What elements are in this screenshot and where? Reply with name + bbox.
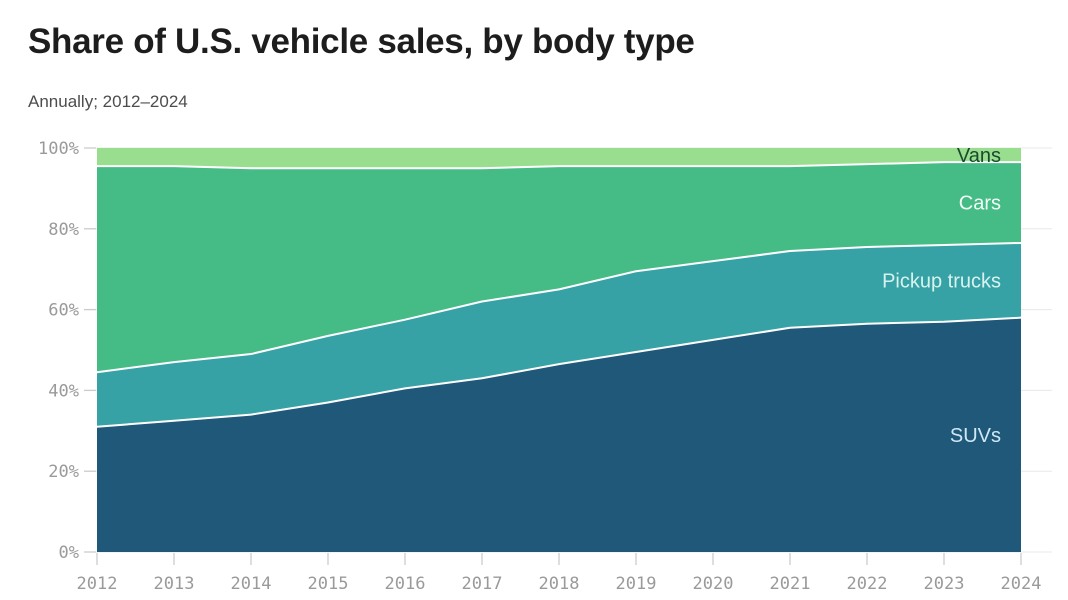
x-tick-label-2017: 2017 [462, 574, 503, 594]
y-tick-label-100: 100% [38, 139, 79, 159]
boundary-cars [96, 161, 1022, 170]
x-tick-label-2013: 2013 [154, 574, 195, 594]
y-tick-label-0: 0% [59, 543, 79, 563]
y-tick-label-20: 20% [48, 462, 79, 482]
series-label-vans: Vans [957, 145, 1001, 167]
x-tick-label-2022: 2022 [847, 574, 888, 594]
boundary-pickup-trucks [96, 241, 1022, 374]
x-tick-label-2012: 2012 [77, 574, 118, 594]
area-pickup-trucks [97, 242, 1021, 427]
area-suvs [97, 317, 1021, 552]
series-label-pickup-trucks: Pickup trucks [882, 270, 1001, 292]
series-label-suvs: SUVs [950, 425, 1001, 447]
y-tick-label-80: 80% [48, 220, 79, 240]
x-tick-label-2021: 2021 [770, 574, 811, 594]
y-tick-label-40: 40% [48, 381, 79, 401]
boundary-suvs [96, 316, 1022, 428]
area-cars [97, 162, 1021, 373]
x-tick-label-2019: 2019 [616, 574, 657, 594]
x-tick-label-2016: 2016 [385, 574, 426, 594]
area-vans [97, 148, 1021, 169]
x-tick-label-2020: 2020 [693, 574, 734, 594]
y-tick-label-60: 60% [48, 301, 79, 321]
x-tick-label-2015: 2015 [308, 574, 349, 594]
chart-title: Share of U.S. vehicle sales, by body typ… [28, 22, 695, 61]
x-tick-label-2018: 2018 [539, 574, 580, 594]
series-label-cars: Cars [959, 193, 1001, 215]
x-tick-label-2023: 2023 [924, 574, 965, 594]
x-tick-label-2024: 2024 [1001, 574, 1042, 594]
x-tick-label-2014: 2014 [231, 574, 272, 594]
chart-subtitle: Annually; 2012–2024 [28, 92, 188, 111]
